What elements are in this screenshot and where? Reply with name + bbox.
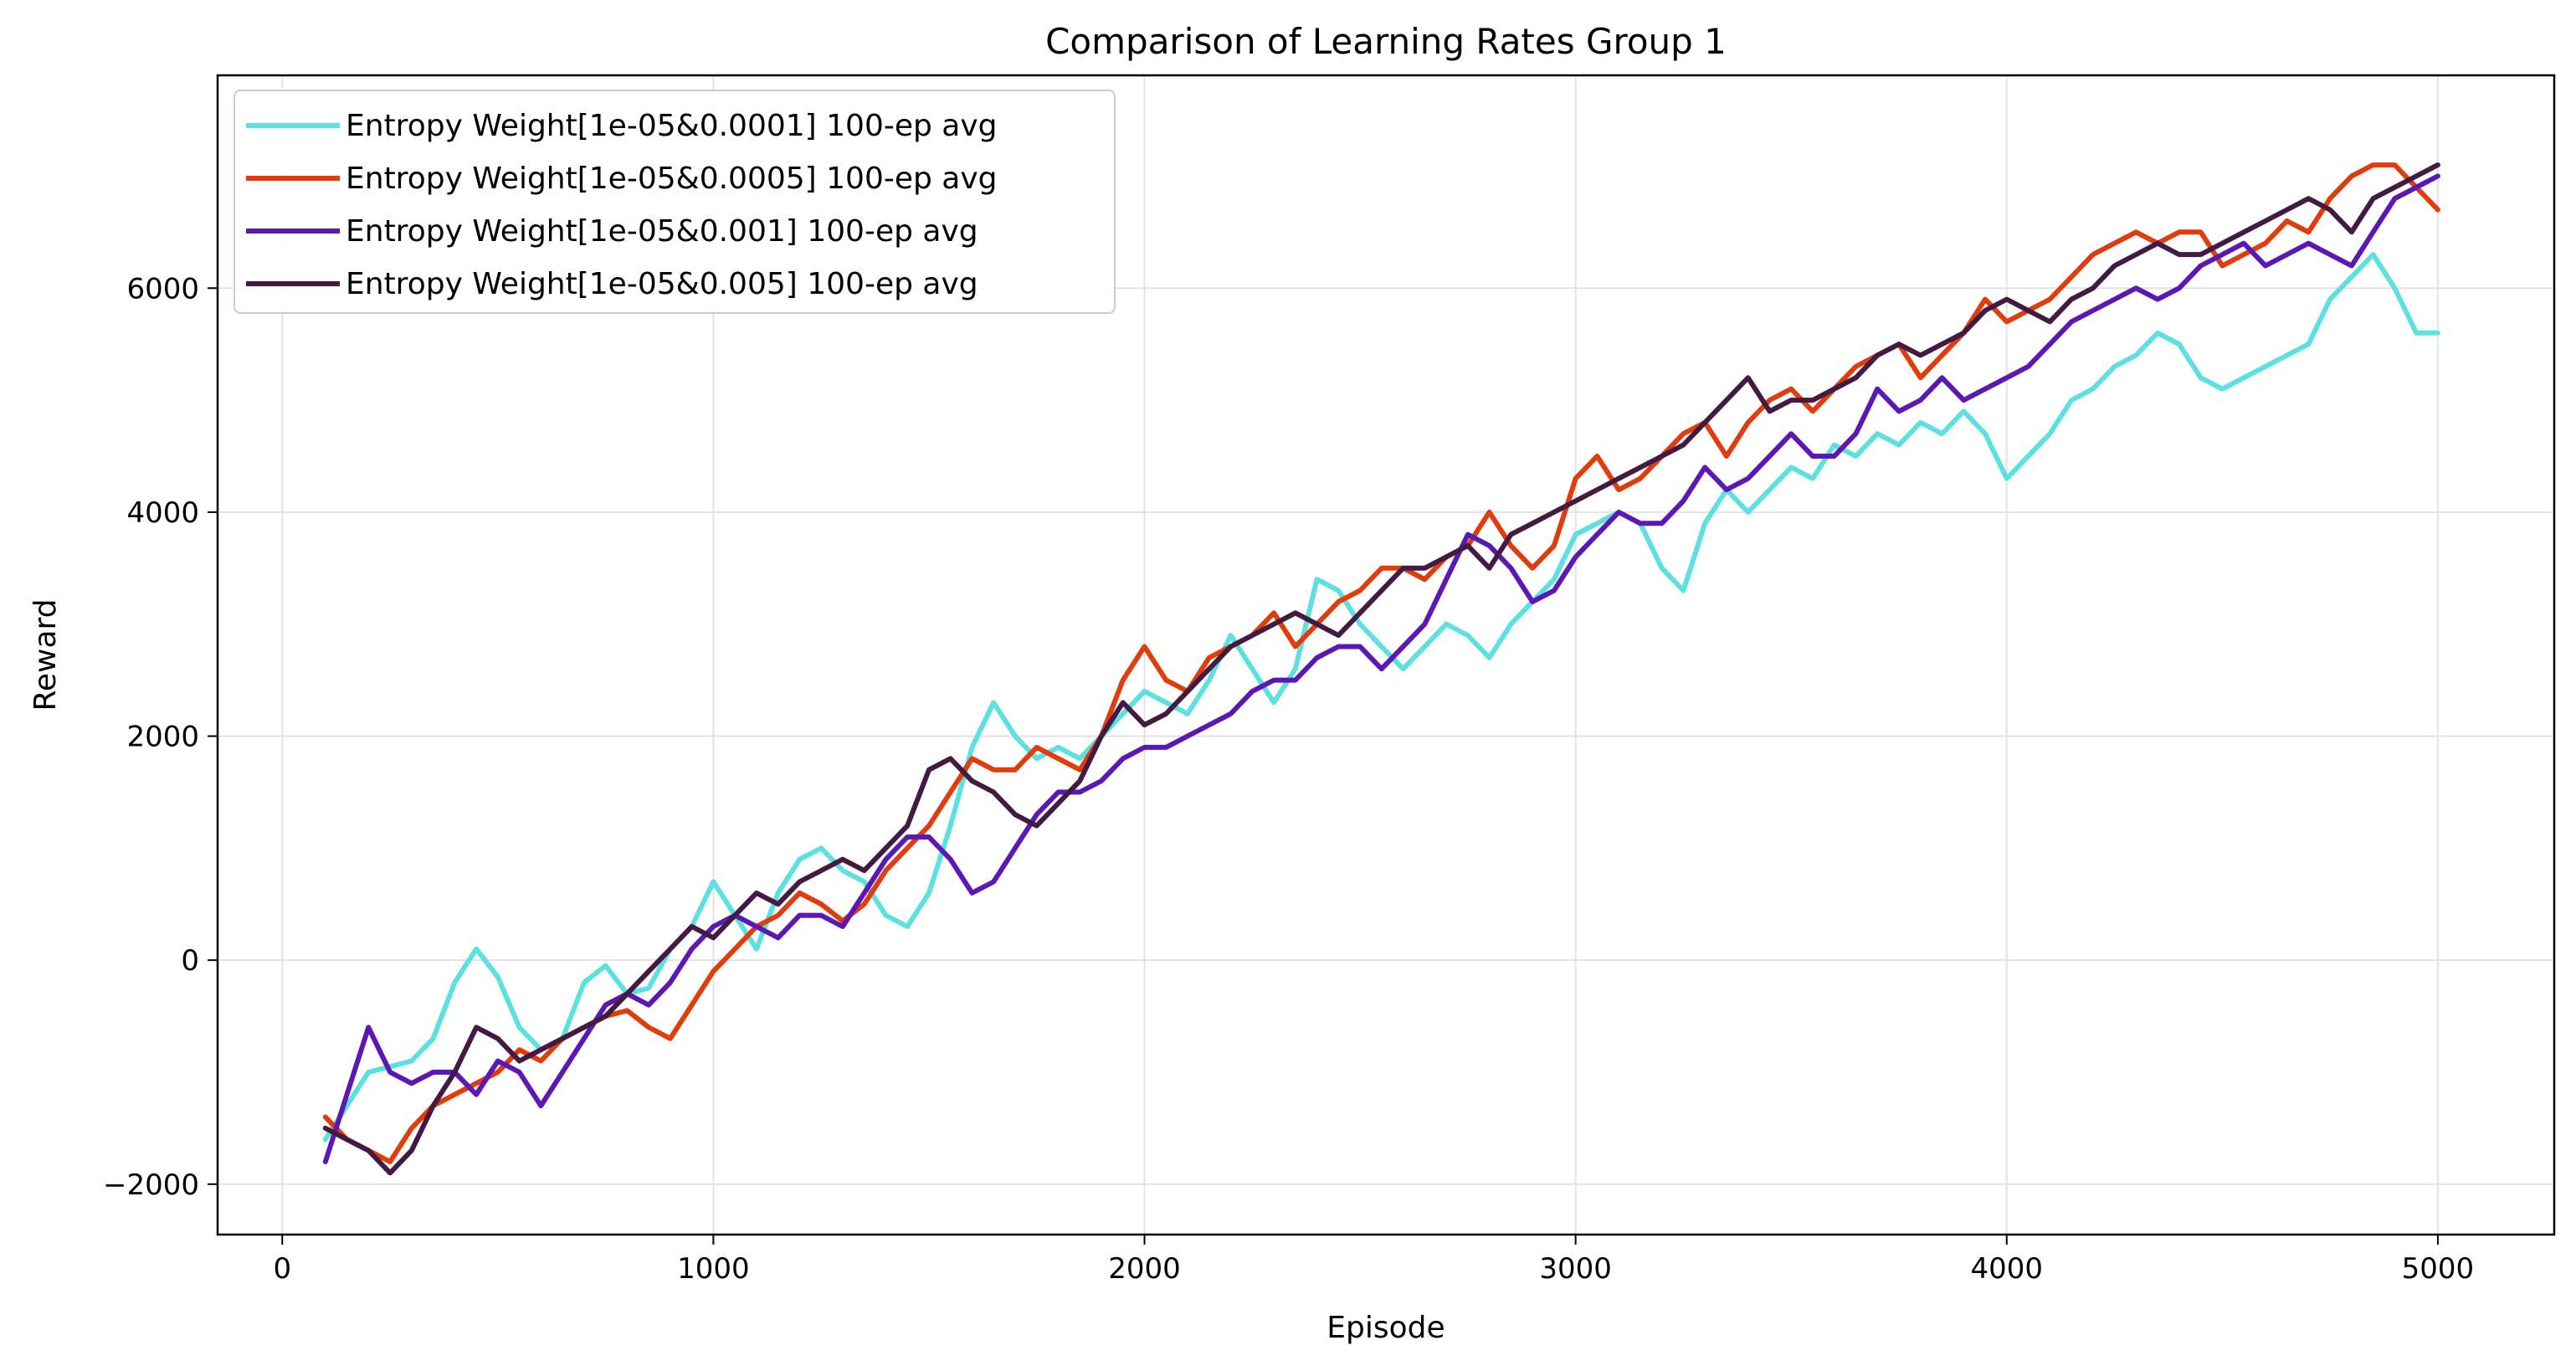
y-axis-label: Reward (28, 598, 63, 711)
x-tick-label: 5000 (2402, 1252, 2475, 1286)
x-axis: 0 1000 2000 3000 4000 5000 (273, 1235, 2474, 1286)
x-tick-label: 0 (273, 1252, 291, 1286)
legend-label: Entropy Weight[1e-05&0.001] 100-ep avg (346, 214, 978, 249)
chart-title: Comparison of Learning Rates Group 1 (1045, 21, 1727, 62)
y-tick-label: 4000 (126, 496, 199, 530)
series-line-2 (322, 162, 2440, 1164)
legend: Entropy Weight[1e-05&0.0001] 100-ep avg E… (233, 90, 1116, 314)
y-tick-label: 6000 (126, 272, 199, 306)
x-tick-label: 2000 (1108, 1252, 1181, 1286)
x-tick-label: 4000 (1971, 1252, 2044, 1286)
y-axis: −2000 0 2000 4000 6000 (103, 272, 218, 1202)
x-tick-label: 1000 (677, 1252, 750, 1286)
legend-label: Entropy Weight[1e-05&0.0005] 100-ep avg (346, 162, 998, 196)
x-tick-label: 3000 (1539, 1252, 1612, 1286)
legend-label: Entropy Weight[1e-05&0.005] 100-ep avg (346, 267, 978, 301)
plot-frame (216, 74, 2556, 1236)
legend-label: Entropy Weight[1e-05&0.0001] 100-ep avg (346, 109, 998, 143)
x-axis-label: Episode (1326, 1311, 1445, 1345)
y-tick-label: −2000 (103, 1168, 199, 1202)
grid (218, 75, 2554, 1235)
series-layer (322, 162, 2440, 1176)
legend-box (233, 90, 1116, 314)
y-tick-label: 2000 (126, 721, 199, 754)
series-line-3 (322, 173, 2440, 1164)
y-tick-label: 0 (181, 944, 199, 978)
series-line-4 (322, 162, 2440, 1176)
